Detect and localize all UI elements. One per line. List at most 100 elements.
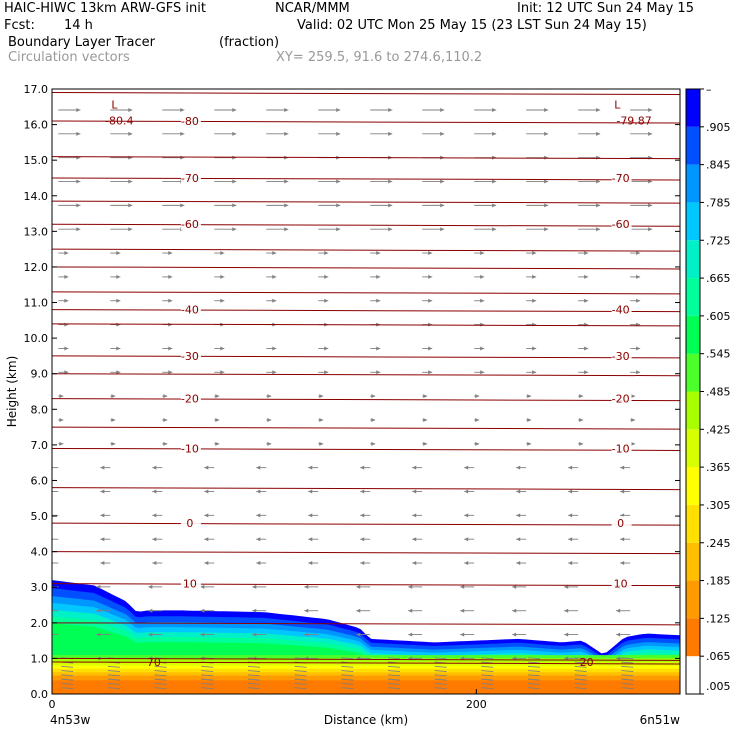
contour-label-8-0: 10	[183, 578, 197, 591]
vector-head-66	[360, 537, 365, 542]
vector-head-46	[564, 584, 569, 589]
contour-label-6-0: -10	[181, 442, 199, 455]
vector-head-81	[516, 513, 521, 518]
y-tick-label-7: 7.0	[31, 439, 49, 452]
vector-head-140	[475, 394, 480, 399]
vector-head-263	[648, 155, 653, 160]
vector-head-77	[308, 513, 313, 518]
contour-unlabeled-0	[52, 91, 680, 96]
annotation-low-right: L	[614, 99, 621, 112]
vector-head-241	[128, 179, 133, 184]
vector-head-22	[564, 632, 569, 637]
vector-head-73	[100, 513, 105, 518]
vector-arrow-348	[434, 670, 447, 673]
vector-head-14	[148, 632, 153, 637]
vector-head-247	[440, 179, 445, 184]
contour-label-2-1: -60	[612, 218, 630, 231]
vector-arrow-340	[61, 670, 74, 673]
vector-head-55	[412, 561, 417, 566]
vector-head-21	[512, 632, 517, 637]
vector-head-245	[336, 179, 341, 184]
vector-head-50	[152, 561, 157, 566]
vector-head-126	[371, 417, 376, 422]
vector-head-155	[636, 370, 641, 375]
contour-unlabeled-9	[52, 486, 680, 491]
vector-head-57	[516, 561, 521, 566]
vector-head-80	[464, 513, 469, 518]
contour-label-0-0: -80	[181, 115, 199, 128]
y-tick-label-3: 3.0	[31, 581, 49, 594]
vector-arrow-321	[387, 678, 400, 681]
vector-head-232	[284, 203, 289, 208]
contour-unlabeled-4	[52, 266, 680, 270]
vector-head-101	[308, 465, 313, 470]
vector-head-30	[356, 608, 361, 613]
contour-label-bg-4-0	[180, 348, 201, 362]
org-label: NCAR/MMM	[275, 1, 350, 16]
vector-head-184	[272, 298, 277, 303]
vector-head-180	[64, 298, 69, 303]
vector-head-42	[356, 584, 361, 589]
vector-head-176	[480, 322, 485, 327]
vector-head-282	[388, 107, 393, 112]
vector-head-92	[464, 489, 469, 494]
vector-arrow-359	[341, 665, 354, 668]
vector-arrow-346	[341, 670, 354, 673]
vector-arrow-391	[621, 657, 634, 660]
colorbar-label-15: .905	[706, 121, 731, 134]
vector-head-193	[116, 274, 121, 279]
vector-head-154	[584, 370, 589, 375]
colorbar-label-16: –	[706, 83, 712, 96]
vector-head-147	[220, 370, 225, 375]
vector-head-209	[324, 251, 329, 256]
vector-head-280	[284, 107, 289, 112]
contour-label-1-1: -70	[612, 172, 630, 185]
vector-head-94	[568, 489, 573, 494]
vector-arrow-290	[154, 687, 167, 690]
vector-arrow-352	[621, 670, 634, 673]
vector-head-68	[464, 537, 469, 542]
vector-head-41	[304, 584, 309, 589]
vector-head-149	[324, 370, 329, 375]
vector-head-93	[516, 489, 521, 494]
contour-label-3-1: -40	[612, 304, 630, 317]
vector-arrow-289	[107, 687, 120, 690]
vector-head-106	[568, 465, 573, 470]
contour-unlabeled-8	[52, 426, 680, 430]
vector-head-146	[168, 370, 173, 375]
vector-arrow-304	[201, 682, 214, 685]
vector-head-207	[220, 251, 225, 256]
vector-head-138	[371, 394, 376, 399]
vector-arrow-377	[574, 661, 587, 664]
vector-arrow-330	[201, 674, 214, 677]
vector-arrow-378	[621, 661, 634, 664]
vector-head-108	[59, 441, 64, 446]
colorbar-swatch-12	[686, 202, 700, 241]
vector-head-56	[464, 561, 469, 566]
title-left: HAIC-HIWC 13km ARW-GFS init	[4, 1, 206, 16]
y-tick-label-8: 8.0	[31, 403, 49, 416]
vector-head-28	[252, 608, 257, 613]
plot-frame	[51, 88, 681, 695]
fcst-label: Fcst:	[4, 18, 35, 33]
contour-label-bg-1-0	[180, 170, 201, 184]
vector-head-185	[324, 298, 329, 303]
vector-head-107	[620, 465, 625, 470]
y-tick-label-6: 6.0	[31, 474, 49, 487]
colorbar-swatch-4	[686, 504, 700, 543]
vector-head-287	[648, 107, 653, 112]
vector-head-71	[620, 537, 625, 542]
vector-arrow-313	[621, 682, 634, 685]
contour-20	[52, 661, 680, 665]
vector-head-214	[584, 251, 589, 256]
colorbar-swatch-2	[686, 580, 700, 619]
vector-head-235	[440, 203, 445, 208]
vector-head-201	[532, 274, 537, 279]
vector-head-62	[152, 537, 157, 542]
annotation-low-left: L	[111, 99, 118, 112]
contour-label-bg-8-1	[611, 576, 632, 590]
vector-head-164	[480, 346, 485, 351]
vector-arrow-344	[247, 670, 260, 673]
vector-head-65	[308, 537, 313, 542]
